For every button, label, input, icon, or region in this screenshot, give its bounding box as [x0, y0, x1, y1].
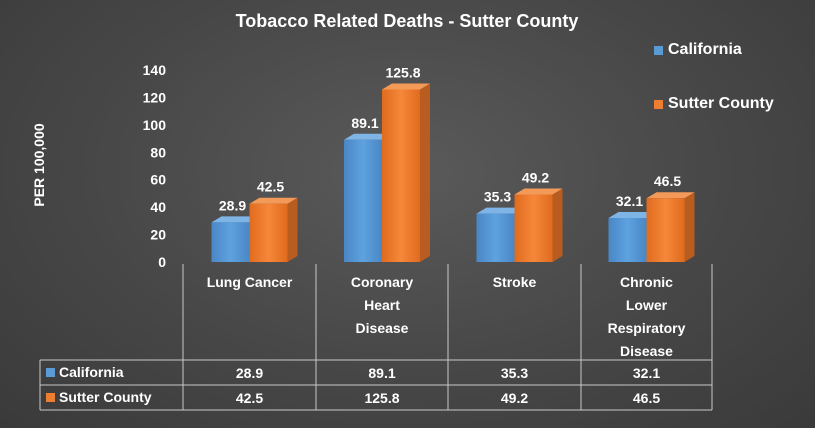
- table-cell-california-1: 89.1: [368, 365, 395, 381]
- bar-top: [211, 216, 260, 223]
- y-tick-label-40: 40: [150, 199, 166, 215]
- table-cell-sutter-county-1: 125.8: [364, 390, 399, 406]
- data-label-sutter-county-stroke: 49.2: [522, 170, 549, 186]
- table-cell-california-3: 32.1: [633, 365, 660, 381]
- category-label-chronic-lower-respiratory-disease: Chronic Lower Respiratory Disease: [608, 274, 686, 359]
- bar-top: [382, 83, 430, 90]
- y-tick-label-140: 140: [143, 62, 167, 78]
- y-axis-ticks: 0 20 40 60 80 100 120 140: [143, 62, 167, 270]
- bar-front: [476, 213, 515, 262]
- category-label-lung-cancer: Lung Cancer: [207, 274, 293, 290]
- data-labels: 28.9 42.5 89.1 125.8 35.3 49.2 32.1 46.5: [219, 64, 681, 213]
- bar-front: [249, 203, 288, 262]
- data-label-california-coronary-heart-disease: 89.1: [351, 115, 378, 131]
- bar-front: [608, 217, 647, 262]
- data-label-california-chronic-lower-respiratory-disease: 32.1: [616, 193, 643, 209]
- bar-sutter-county-stroke: [514, 188, 563, 262]
- bar-sutter-county-lung-cancer: [249, 197, 298, 262]
- bar-top: [608, 211, 657, 218]
- legend-label-california: California: [668, 41, 742, 58]
- legend-swatch-california: [654, 45, 663, 55]
- bar-front: [382, 89, 420, 262]
- bar-side: [420, 83, 430, 262]
- bar-front: [211, 222, 250, 262]
- table-cell-sutter-county-2: 49.2: [501, 390, 528, 406]
- legend: California Sutter County: [654, 40, 774, 148]
- legend-item-sutter-county: Sutter County: [654, 94, 774, 114]
- table-swatch-california: [46, 368, 55, 377]
- table-swatch-sutter-county: [46, 393, 55, 402]
- bar-top: [476, 207, 525, 214]
- data-label-sutter-county-chronic-lower-respiratory-disease: 46.5: [654, 173, 681, 189]
- data-label-california-stroke: 35.3: [484, 189, 511, 205]
- legend-label-sutter-county: Sutter County: [668, 95, 774, 112]
- bar-top: [646, 192, 695, 199]
- bar-side: [684, 192, 695, 262]
- bar-top: [344, 133, 392, 140]
- data-label-sutter-county-coronary-heart-disease: 125.8: [385, 64, 420, 80]
- y-tick-label-0: 0: [158, 254, 166, 270]
- y-tick-label-80: 80: [150, 144, 166, 160]
- legend-swatch-sutter-county: [654, 99, 663, 109]
- data-label-california-lung-cancer: 28.9: [219, 197, 246, 213]
- category-label-coronary-heart-disease: Coronary Heart Disease: [351, 274, 413, 336]
- table-cell-sutter-county-3: 46.5: [633, 390, 660, 406]
- y-tick-label-60: 60: [150, 172, 166, 188]
- bar-sutter-county-coronary-heart-disease: [382, 83, 430, 262]
- chart-title: Tobacco Related Deaths - Sutter County: [236, 11, 579, 31]
- bar-top: [514, 188, 563, 195]
- y-tick-label-100: 100: [143, 117, 167, 133]
- table-cell-california-0: 28.9: [236, 365, 263, 381]
- bar-side: [287, 197, 298, 262]
- data-label-sutter-county-lung-cancer: 42.5: [257, 179, 284, 195]
- legend-item-california: California: [654, 40, 774, 60]
- bar-front: [514, 194, 553, 262]
- table-cell-california-2: 35.3: [501, 365, 528, 381]
- bar-side: [552, 188, 563, 262]
- bar-sutter-county-chronic-lower-respiratory-disease: [646, 192, 695, 262]
- table-cell-sutter-county-0: 42.5: [236, 390, 263, 406]
- y-tick-label-20: 20: [150, 227, 166, 243]
- category-label-stroke: Stroke: [493, 274, 537, 290]
- bar-front: [344, 139, 382, 262]
- table-row-label-sutter-county: Sutter County: [59, 389, 152, 405]
- bar-series: [211, 83, 695, 262]
- y-axis-label: PER 100,000: [31, 123, 47, 206]
- bar-top: [249, 197, 298, 204]
- bar-front: [646, 198, 685, 262]
- data-table: Lung Cancer Coronary Heart Disease Stroke Chr…: [39, 264, 713, 411]
- table-row-label-california: California: [59, 364, 124, 380]
- y-tick-label-120: 120: [143, 89, 167, 105]
